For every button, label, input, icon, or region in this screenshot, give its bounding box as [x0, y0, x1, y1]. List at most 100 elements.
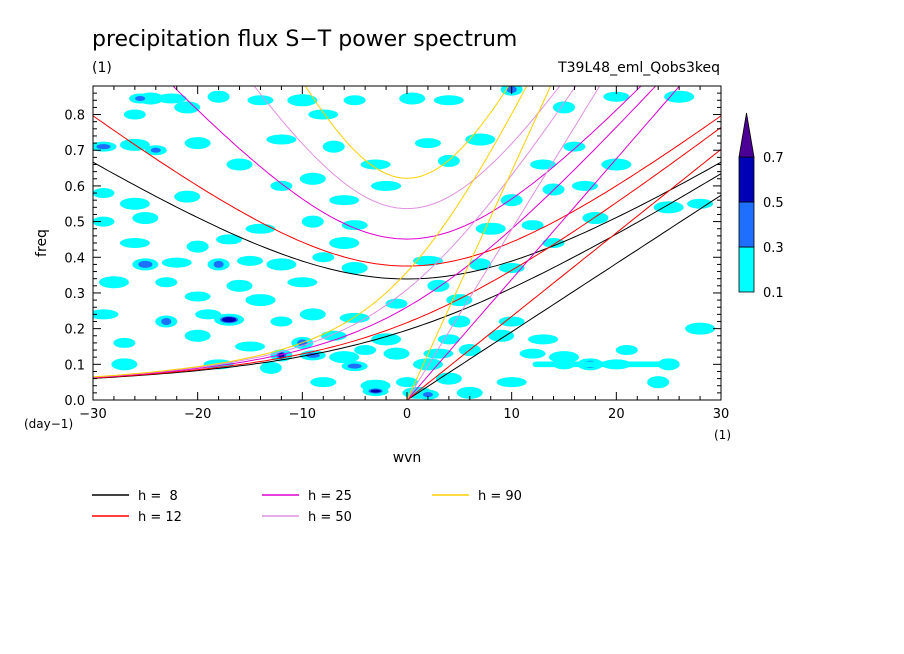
contour-blob: [96, 144, 111, 150]
contour-blob: [98, 276, 129, 289]
y-axis: 0.0 0.1 0.2 0.3 0.4 0.5 0.6 0.7 0.8: [64, 92, 721, 409]
x-tick-label: −20: [184, 407, 211, 422]
y-axis-label: freq: [34, 229, 50, 257]
x-tick-label: 20: [608, 407, 625, 422]
contour-blob: [322, 140, 345, 153]
contour-blob: [119, 238, 150, 248]
contour-blob: [138, 260, 153, 268]
legend-label: h = 12: [138, 510, 182, 525]
contour-blob: [221, 317, 237, 323]
legend-label: h = 25: [308, 489, 352, 504]
contour-blob: [437, 154, 460, 167]
contour-blob: [111, 358, 138, 371]
contour-blob: [582, 212, 609, 225]
contour-blob: [287, 94, 318, 107]
contour-blob: [245, 223, 276, 234]
contour-blob: [156, 93, 187, 104]
contour-blob: [500, 194, 523, 207]
contour-blob: [653, 201, 684, 214]
chart-title: precipitation flux S−T power spectrum: [92, 27, 517, 52]
contour-blob: [423, 348, 454, 359]
colorbar-segment: [738, 201, 755, 248]
contour-blob: [93, 188, 115, 199]
contour-blob: [329, 351, 360, 364]
contour-blob: [601, 158, 632, 171]
mrg-curve: [93, 86, 528, 378]
y-tick-label: 0.2: [64, 323, 85, 338]
contour-blob: [184, 137, 211, 150]
contour-blob: [433, 95, 464, 106]
contour-blob: [521, 220, 544, 231]
contour-blob: [329, 237, 360, 249]
x-tick-label: 30: [713, 407, 730, 422]
contour-blob: [475, 222, 506, 235]
contour-blob: [456, 386, 483, 399]
contour-blob: [195, 309, 222, 320]
chart-subtitle-left: (1): [92, 60, 112, 76]
contour-blob: [132, 212, 159, 225]
contour-blob: [465, 133, 496, 146]
contour-blob: [308, 109, 339, 120]
legend: h = 8 h = 12 h = 25 h = 50 h = 90: [92, 489, 522, 525]
contour-blob: [422, 392, 433, 398]
contour-blob: [341, 220, 368, 231]
contour-blob: [528, 334, 559, 345]
y-axis-unit: (day−1): [24, 417, 73, 431]
mrg-curve: [93, 86, 657, 378]
x-axis-label: wvn: [393, 450, 422, 466]
x-tick-label: 0: [403, 407, 411, 422]
kelvin-curve: [406, 86, 601, 400]
contour-blob: [245, 294, 276, 307]
contour-blob: [216, 234, 243, 245]
contour-blob: [259, 361, 282, 374]
legend-label: h = 8: [138, 489, 178, 504]
contour-blob: [301, 215, 324, 228]
contour-blob: [93, 216, 115, 227]
contour-blob: [446, 294, 473, 307]
contour-blob: [347, 363, 362, 369]
dispersion-curves: [93, 86, 721, 400]
y-tick-label: 0.0: [64, 394, 85, 409]
kelvin-curve: [406, 194, 721, 400]
contour-blob: [385, 298, 408, 309]
contour-blob: [237, 255, 263, 266]
y-tick-label: 0.4: [64, 251, 85, 266]
contour-blob: [343, 95, 366, 106]
contour-blob: [186, 240, 209, 253]
x-axis-unit: (1): [714, 428, 731, 442]
contour-blob: [320, 330, 347, 341]
contour-blob: [174, 101, 201, 114]
contour-blob: [247, 95, 274, 106]
contour-blob: [664, 90, 695, 103]
kelvin-curve: [406, 86, 552, 400]
contour-blob: [399, 92, 426, 105]
contour-blob: [161, 257, 192, 268]
contour-blob: [184, 329, 211, 342]
y-tick-label: 0.5: [64, 216, 85, 231]
contour-blob: [266, 258, 297, 271]
colorbar: 0.1 0.3 0.5 0.7: [738, 112, 784, 301]
contour-blob: [287, 277, 318, 288]
contour-band: [532, 361, 680, 368]
contour-blob: [469, 258, 492, 271]
y-tick-label: 0.1: [64, 358, 85, 373]
y-tick-label: 0.3: [64, 287, 85, 302]
contour-blob: [647, 376, 670, 389]
contour-blob: [354, 345, 377, 356]
contour-blob: [226, 279, 253, 292]
contour-blob: [266, 134, 297, 145]
contour-blob: [123, 109, 146, 120]
contour-blob: [371, 333, 402, 346]
contour-blob: [312, 252, 335, 263]
legend-label: h = 50: [308, 510, 352, 525]
contour-blob: [519, 348, 546, 359]
contour-blob: [498, 316, 525, 327]
contour-blob: [687, 198, 714, 209]
inertia-gravity-curve: [93, 161, 721, 280]
colorbar-extend-arrow: [738, 112, 755, 158]
contour-blob: [603, 91, 630, 102]
colorbar-segment: [738, 156, 755, 203]
contour-blob: [396, 377, 418, 388]
contour-blob: [93, 309, 119, 320]
